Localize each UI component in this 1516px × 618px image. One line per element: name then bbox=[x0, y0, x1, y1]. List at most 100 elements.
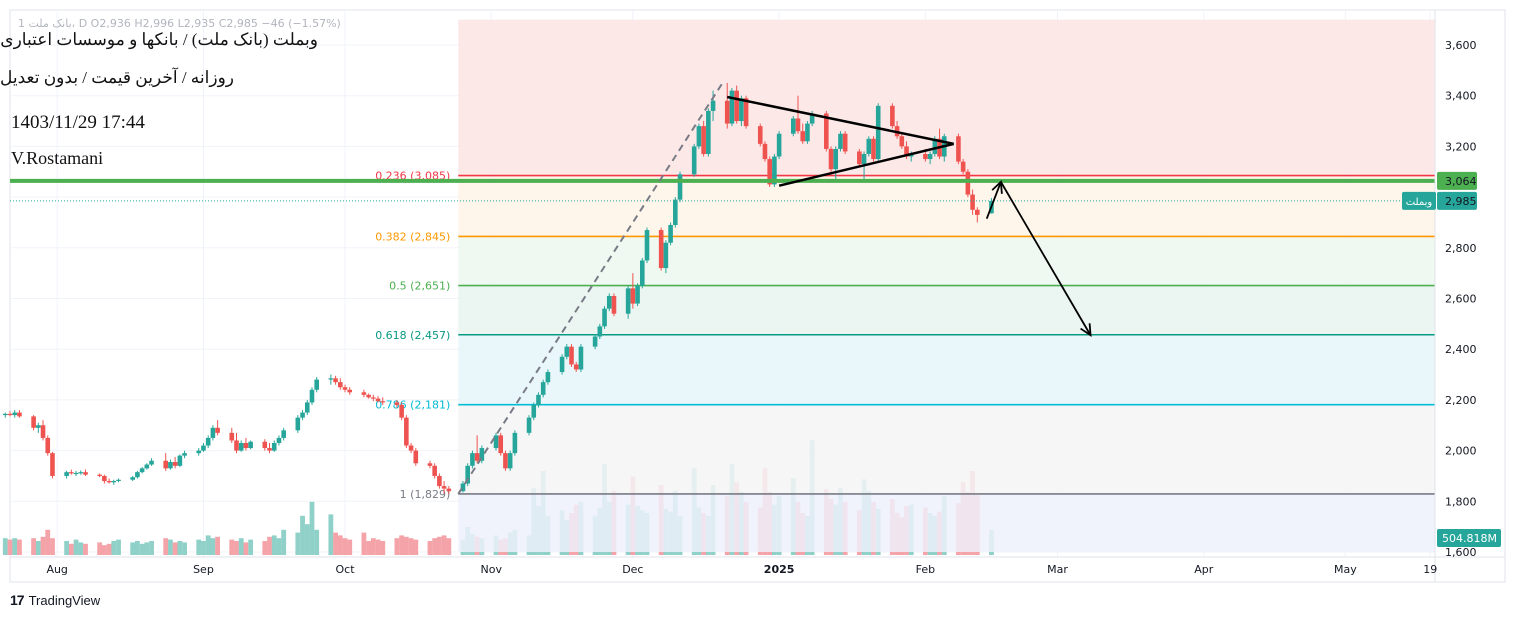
candle bbox=[73, 470, 79, 476]
candle-body bbox=[50, 453, 55, 476]
fib-zone bbox=[458, 334, 1435, 405]
x-tick-label: Mar bbox=[1047, 563, 1068, 576]
candle-body bbox=[564, 346, 570, 357]
volume-bar bbox=[304, 524, 310, 555]
candle bbox=[394, 399, 400, 408]
volume-bar bbox=[196, 539, 202, 555]
volume-bar bbox=[441, 535, 447, 555]
candle bbox=[238, 440, 244, 452]
candle bbox=[800, 123, 806, 144]
candle-body bbox=[295, 417, 301, 431]
candle bbox=[479, 445, 485, 464]
volume-bar bbox=[68, 543, 74, 555]
candle-body bbox=[776, 133, 782, 157]
candle-body bbox=[177, 455, 183, 466]
candle bbox=[399, 402, 404, 421]
candle bbox=[168, 459, 173, 470]
volume-bar bbox=[366, 541, 372, 555]
volume-bar bbox=[300, 515, 305, 555]
candle bbox=[304, 399, 310, 416]
candle-body bbox=[828, 148, 834, 170]
candle bbox=[271, 440, 277, 452]
candle-body bbox=[578, 346, 584, 370]
volume-bar bbox=[238, 538, 244, 555]
candle bbox=[790, 115, 796, 137]
candle bbox=[828, 146, 834, 172]
candle bbox=[639, 257, 645, 289]
volume-bar bbox=[276, 538, 282, 555]
candle-body bbox=[871, 138, 876, 160]
x-tick-label: Aug bbox=[46, 563, 67, 576]
candle-body bbox=[380, 401, 386, 403]
fib-level-label: 1 (1,829) bbox=[400, 488, 451, 501]
candle-body bbox=[248, 441, 253, 449]
candle bbox=[64, 470, 69, 479]
candle-body bbox=[460, 483, 466, 492]
tradingview-logo[interactable]: 17 TradingView bbox=[10, 592, 100, 608]
candle-body bbox=[630, 288, 636, 304]
candle bbox=[545, 369, 551, 385]
candle bbox=[40, 420, 46, 441]
candle bbox=[366, 393, 371, 399]
candle-body bbox=[45, 437, 51, 454]
candle-body bbox=[890, 105, 895, 127]
volume-bar bbox=[248, 539, 254, 555]
candle-body bbox=[710, 100, 716, 111]
candle bbox=[956, 133, 961, 165]
chart-title: وبملت (بانک ملت) / بانکها و موسسات اعتبا… bbox=[0, 30, 318, 50]
candle bbox=[182, 450, 187, 459]
volume-bar bbox=[333, 532, 338, 555]
fibonacci-retracement[interactable]: 0.236 (3,085)0.382 (2,845)0.5 (2,651)0.6… bbox=[375, 19, 1435, 552]
candle-body bbox=[2, 413, 8, 416]
candle bbox=[342, 384, 348, 393]
candle-body bbox=[866, 138, 872, 155]
candle bbox=[970, 189, 975, 215]
candle bbox=[432, 463, 437, 479]
y-tick-label: 2,800 bbox=[1445, 242, 1477, 255]
volume-bar bbox=[2, 538, 8, 555]
candle bbox=[706, 108, 711, 157]
candle-body bbox=[923, 154, 928, 160]
candle bbox=[234, 432, 239, 454]
candle bbox=[526, 415, 532, 436]
candle-body bbox=[130, 477, 135, 480]
candle bbox=[658, 227, 664, 271]
candle-body bbox=[111, 481, 117, 483]
candle bbox=[106, 478, 112, 484]
candle-body bbox=[361, 392, 367, 395]
candle bbox=[838, 131, 843, 152]
candle-body bbox=[210, 427, 216, 438]
candle bbox=[673, 197, 678, 228]
candle bbox=[724, 83, 730, 129]
candle-body bbox=[602, 308, 607, 327]
candle-body bbox=[531, 404, 537, 418]
drawings[interactable] bbox=[10, 82, 1435, 495]
candle bbox=[795, 95, 801, 134]
y-tick-label: 3,600 bbox=[1445, 39, 1477, 52]
volume-bar bbox=[281, 529, 287, 555]
candle bbox=[512, 430, 518, 456]
chart-timeframe: روزانه / آخرین قیمت / بدون تعدیل bbox=[0, 66, 234, 88]
candle bbox=[2, 412, 8, 418]
candle-body bbox=[304, 402, 310, 413]
candle bbox=[102, 474, 107, 484]
candle bbox=[677, 171, 683, 203]
candle bbox=[281, 427, 286, 441]
candle-body bbox=[97, 474, 102, 476]
candle-body bbox=[366, 394, 371, 398]
volume-bar bbox=[413, 539, 419, 555]
volume-bar bbox=[436, 536, 442, 555]
volume-bar bbox=[144, 542, 150, 555]
candle-body bbox=[545, 372, 551, 383]
volume-bar bbox=[106, 543, 112, 555]
y-tick-label: 1,600 bbox=[1445, 546, 1477, 559]
candle bbox=[663, 240, 669, 274]
candle-body bbox=[474, 453, 480, 461]
candle-body bbox=[17, 412, 22, 417]
candle bbox=[12, 410, 18, 418]
candle-body bbox=[498, 435, 504, 454]
candle bbox=[668, 222, 673, 246]
candle-body bbox=[625, 288, 631, 314]
candle-body bbox=[597, 326, 603, 337]
